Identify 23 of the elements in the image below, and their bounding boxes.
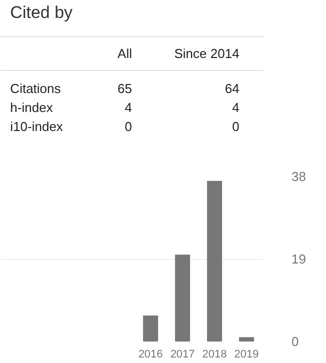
x-tick-label: 2017 <box>170 348 195 360</box>
y-tick-label: 38 <box>292 169 306 184</box>
text: 64 <box>224 81 240 96</box>
text: 0 <box>232 119 240 134</box>
x-tick-label: 2016 <box>138 348 163 360</box>
bar <box>207 180 222 342</box>
text: 4 <box>232 100 240 115</box>
x-tick-label: 2018 <box>202 348 227 360</box>
text: 65 <box>118 81 132 96</box>
text: All <box>118 46 132 61</box>
text: Since 2014 <box>174 46 240 61</box>
y-tick-label: 19 <box>292 252 306 266</box>
text: h-index <box>10 100 54 115</box>
x-tick-label: 2019 <box>234 348 259 360</box>
y-tick-label: 0 <box>292 334 299 349</box>
bar <box>143 315 158 342</box>
bar <box>175 254 190 342</box>
text: 4 <box>124 100 132 115</box>
text: Citations <box>10 81 62 96</box>
text: Cited by <box>10 3 74 22</box>
bar <box>239 337 254 342</box>
text: i10-index <box>10 119 64 134</box>
text: 0 <box>124 119 132 134</box>
